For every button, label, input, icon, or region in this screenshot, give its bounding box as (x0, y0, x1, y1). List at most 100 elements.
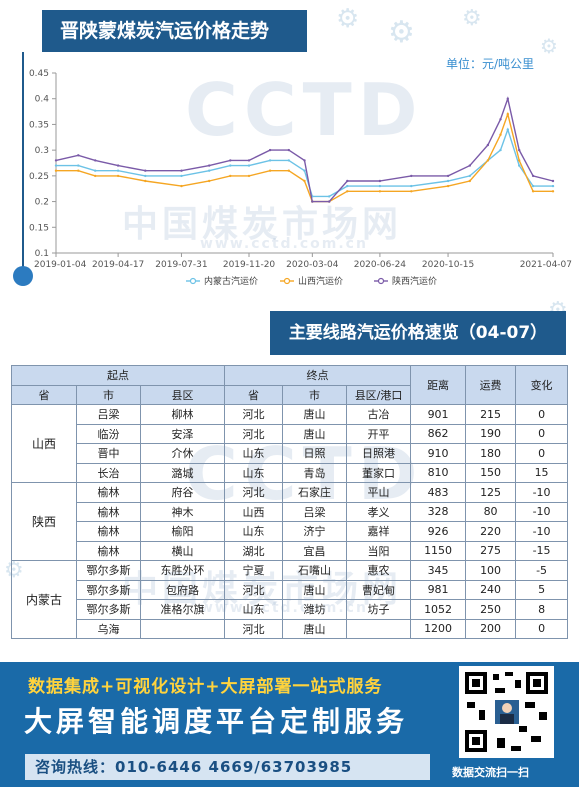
data-point (378, 190, 382, 193)
data-point (180, 174, 183, 178)
dest-city: 潍坊 (282, 599, 348, 620)
distance-cell: 1200 (410, 618, 467, 639)
origin-city: 鄂尔多斯 (76, 560, 141, 581)
footer-headline: 大屏智能调度平台定制服务 (24, 705, 409, 738)
table-row: 长治 潞城 山东 青岛 董家口 810 150 15 (12, 462, 569, 483)
change-cell: -10 (515, 521, 569, 542)
data-point (268, 169, 272, 172)
header-start: 起点 (10, 365, 226, 386)
series-line-1 (56, 111, 553, 203)
data-point (499, 133, 502, 136)
dest-city: 唐山 (282, 618, 348, 639)
qr-code (459, 666, 554, 758)
data-point (506, 97, 509, 100)
freight-cell: 200 (465, 618, 517, 639)
data-point (410, 190, 413, 193)
data-point (287, 159, 290, 162)
data-point (446, 174, 450, 178)
qr-caption: 数据交流扫一扫 (452, 766, 529, 779)
data-point (531, 190, 535, 193)
dest-county: 平山 (346, 482, 412, 503)
origin-city: 榆林 (76, 540, 141, 561)
data-point (518, 159, 521, 162)
dest-city: 石嘴山 (282, 560, 348, 581)
dest-province: 山西 (224, 501, 284, 522)
dest-county: 嘉祥 (346, 521, 412, 542)
data-point (116, 164, 120, 167)
dest-city: 吕梁 (282, 501, 348, 522)
y-tick-label: 0.2 (35, 198, 49, 208)
y-tick-label: 0.4 (35, 95, 50, 105)
table-row: 榆林 榆阳 山东 济宁 嘉祥 926 220 -10 (12, 521, 569, 542)
gear-icon: ⚙ (462, 6, 482, 31)
data-point (551, 179, 555, 183)
y-tick-label: 0.45 (29, 69, 49, 79)
change-cell: 15 (515, 462, 569, 483)
data-point (180, 184, 183, 188)
data-point (468, 174, 471, 178)
table-row: 内蒙古 鄂尔多斯 东胜外环 宁夏 石嘴山 惠农 345 100 -5 (11, 560, 569, 639)
freight-cell: 125 (465, 482, 517, 503)
data-point (54, 164, 58, 167)
data-point (144, 179, 147, 183)
y-tick-label: 0.15 (29, 223, 49, 233)
footer-tagline: 数据集成+可视化设计+大屏部署一站式服务 (28, 677, 383, 697)
change-cell: 8 (515, 599, 569, 620)
data-point (229, 174, 232, 178)
data-point (486, 159, 490, 162)
data-point (268, 159, 272, 162)
legend-label: 陕西汽运价 (392, 275, 437, 287)
table-row: 山西 吕梁 柳林 河北 唐山 古冶 901 215 0 (11, 404, 569, 483)
data-point (506, 128, 509, 131)
subheader-city: 市 (76, 384, 141, 405)
change-cell: 0 (515, 618, 569, 639)
chart-legend: 内蒙古汽运价 山西汽运价 陕西汽运价 (186, 275, 437, 287)
x-tick-label: 2019-04-17 (92, 260, 144, 270)
data-point (328, 195, 331, 198)
data-point (247, 159, 251, 162)
origin-city: 榆林 (76, 521, 141, 542)
origin-city: 长治 (76, 462, 141, 483)
x-tick-label: 2021-04-07 (520, 260, 572, 270)
legend-marker (377, 277, 385, 285)
dest-province: 宁夏 (224, 560, 284, 581)
footer-hotline: 咨询热线：010-6446 4669/63703985 (25, 754, 430, 780)
data-point (247, 164, 251, 167)
distance-cell: 862 (410, 423, 467, 444)
chart-unit-label: 单位：元/吨公里 (446, 57, 535, 71)
dest-city: 唐山 (282, 404, 348, 425)
data-point (287, 148, 290, 152)
table-row: 鄂尔多斯 准格尔旗 山东 潍坊 坊子 1052 250 8 (12, 599, 569, 620)
dest-province: 山东 (224, 443, 284, 464)
data-point (180, 169, 183, 172)
dest-city: 青岛 (282, 462, 348, 483)
dest-province: 河北 (224, 423, 284, 444)
origin-city: 晋中 (76, 443, 141, 464)
freight-cell: 215 (465, 404, 517, 425)
price-trend-chart: 0.1 0.15 0.2 0.25 0.3 0.35 0.4 0.45 2019-01-04 20… (29, 69, 572, 287)
data-point (229, 159, 232, 162)
dest-city: 唐山 (282, 579, 348, 600)
data-point (410, 174, 413, 178)
gear-icon: ⚙ (388, 15, 415, 50)
dest-county: 古冶 (346, 404, 412, 425)
section-title: 主要线路汽运价格速览（04-07） (270, 311, 566, 355)
dest-county: 日照港 (346, 443, 412, 464)
dest-city: 宜昌 (282, 540, 348, 561)
distance-cell: 981 (410, 579, 467, 600)
origin-province: 内蒙古 (11, 560, 77, 639)
data-point (303, 169, 306, 172)
dest-province: 河北 (224, 579, 284, 600)
data-point (378, 179, 382, 183)
data-point (268, 148, 272, 152)
data-point (144, 174, 147, 178)
data-point (247, 174, 251, 178)
freight-cell: 80 (465, 501, 517, 522)
data-point (287, 169, 290, 172)
x-tick-label: 2019-11-20 (223, 260, 276, 270)
decorative-divider (22, 52, 24, 270)
distance-cell: 328 (410, 501, 467, 522)
freight-cell: 250 (465, 599, 517, 620)
data-point (303, 179, 306, 183)
table-row: 鄂尔多斯 包府路 河北 唐山 曹妃甸 981 240 5 (12, 579, 569, 600)
